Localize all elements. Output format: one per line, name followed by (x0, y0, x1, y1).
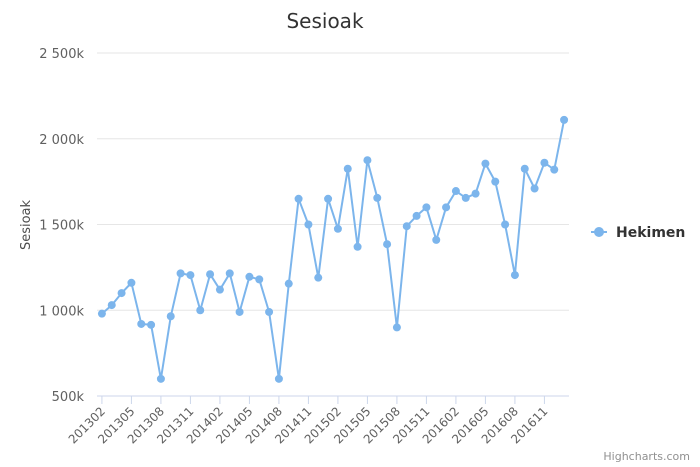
data-point[interactable] (560, 115, 569, 124)
data-point[interactable] (284, 279, 293, 288)
grid-lines (97, 52, 569, 397)
data-point[interactable] (363, 156, 372, 165)
legend-item-hekimen[interactable]: Hekimen (616, 225, 685, 241)
y-tick-label: 2 500k (39, 47, 84, 62)
x-axis-ticks: 2013022013052013082013112014022014052014… (66, 396, 551, 447)
data-point[interactable] (392, 323, 401, 332)
data-point[interactable] (540, 158, 549, 167)
data-point[interactable] (196, 306, 205, 315)
data-point[interactable] (127, 278, 136, 287)
data-point[interactable] (442, 203, 451, 212)
data-point[interactable] (137, 319, 146, 328)
data-point[interactable] (294, 194, 303, 203)
credits-link[interactable]: Highcharts.com (603, 450, 690, 463)
data-point[interactable] (97, 309, 106, 318)
y-tick-label: 1 000k (39, 304, 84, 319)
y-tick-label: 2 000k (39, 133, 84, 148)
data-point[interactable] (402, 222, 411, 231)
data-point[interactable] (353, 242, 362, 251)
data-point[interactable] (225, 269, 234, 278)
chart-title: Sesioak (286, 9, 363, 33)
data-point[interactable] (451, 187, 460, 196)
data-point[interactable] (156, 374, 165, 383)
series-line (101, 119, 566, 380)
data-point[interactable] (333, 224, 342, 233)
data-point[interactable] (432, 235, 441, 244)
data-point[interactable] (235, 307, 244, 316)
data-point[interactable] (471, 189, 480, 198)
y-tick-label: 1 500k (39, 219, 84, 234)
series-hekimen (97, 115, 569, 383)
data-point[interactable] (107, 301, 116, 310)
y-axis-ticks: 500k 1 000k 1 500k 2 000k 2 500k (39, 47, 84, 405)
legend[interactable]: Hekimen (591, 225, 685, 241)
y-axis-title: Sesioak (19, 199, 34, 250)
data-point[interactable] (530, 184, 539, 193)
data-point[interactable] (255, 275, 264, 284)
legend-marker (594, 227, 604, 237)
data-point[interactable] (510, 271, 519, 280)
data-point[interactable] (314, 273, 323, 282)
data-point[interactable] (274, 374, 283, 383)
data-point[interactable] (206, 270, 215, 279)
data-point[interactable] (412, 211, 421, 220)
data-point[interactable] (186, 271, 195, 280)
data-point[interactable] (501, 220, 510, 229)
data-point[interactable] (422, 203, 431, 212)
data-point[interactable] (265, 307, 274, 316)
data-point[interactable] (383, 240, 392, 249)
data-point[interactable] (461, 193, 470, 202)
data-point[interactable] (176, 269, 185, 278)
data-point[interactable] (304, 220, 313, 229)
data-point[interactable] (343, 164, 352, 173)
data-point[interactable] (117, 289, 126, 298)
data-point[interactable] (520, 164, 529, 173)
data-point[interactable] (550, 165, 559, 174)
data-point[interactable] (491, 177, 500, 186)
data-point[interactable] (481, 159, 490, 168)
data-point[interactable] (324, 194, 333, 203)
data-point[interactable] (245, 272, 254, 281)
data-point[interactable] (147, 320, 156, 329)
data-point[interactable] (215, 285, 224, 294)
data-point[interactable] (373, 193, 382, 202)
y-tick-label: 500k (52, 390, 85, 405)
data-point[interactable] (166, 312, 175, 321)
